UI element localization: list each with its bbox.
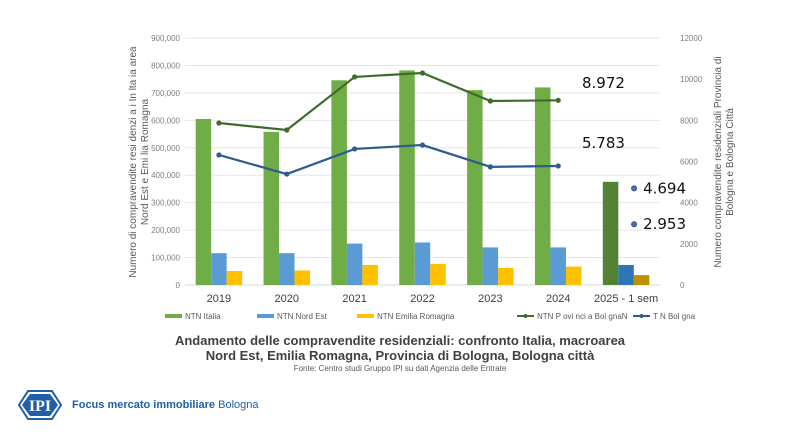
legend-label: NTN Nord Est xyxy=(277,312,328,321)
y-tick-label-left: 600,000 xyxy=(151,116,180,125)
legend-marker xyxy=(523,314,528,318)
legend-label: NTN P ovi nci a Bol gnaN xyxy=(537,312,628,321)
bar-ntn-italia xyxy=(467,90,483,286)
legend-label: T N Bol gna xyxy=(653,312,696,321)
line-series-0 xyxy=(218,71,559,132)
x-tick-label: 2019 xyxy=(207,293,231,305)
chart-source: Fonte: Centro studi Gruppo IPI su dati A… xyxy=(293,364,507,373)
x-tick-label: 2021 xyxy=(342,293,366,305)
line-point-0 xyxy=(487,98,493,104)
point-label-2025: 2.953 xyxy=(643,215,686,233)
y-axis-left-title-line1: Numero di compravendite resi denzi a i I… xyxy=(128,46,139,278)
annotation-label: 8.972 xyxy=(582,74,625,92)
y-axis-right: 0 2000 4000 6000 8000 10000 12000 xyxy=(680,34,703,290)
chart-title-line1: Andamento delle compravendite residenzia… xyxy=(174,333,626,348)
bar-ntn-nord-est xyxy=(618,264,634,285)
legend-swatch xyxy=(257,314,274,318)
y-axis-left-title-line2: Nord Est e Emi lia Romagna xyxy=(140,98,151,225)
bar-ntn-emilia-romagna xyxy=(362,264,378,285)
footer: IPI Focus mercato immobiliare Bologna xyxy=(18,390,258,420)
bar-ntn-emilia-romagna xyxy=(226,271,243,285)
bar-ntn-emilia-romagna xyxy=(430,263,446,285)
bar-ntn-nord-est xyxy=(550,247,566,285)
legend-label: NTN Emilia Romagna xyxy=(377,312,455,321)
line-point-1 xyxy=(216,152,222,158)
svg-text:IPI: IPI xyxy=(29,398,51,415)
bar-ntn-nord-est xyxy=(346,243,363,285)
legend-label: NTN Italia xyxy=(185,312,221,321)
line-point-0 xyxy=(216,120,222,126)
line-point-1 xyxy=(419,142,426,148)
y-tick-label-left: 200,000 xyxy=(151,226,180,235)
y-tick-label-left: 300,000 xyxy=(151,199,180,208)
bar-ntn-emilia-romagna xyxy=(565,266,582,285)
bar-ntn-nord-est xyxy=(482,247,499,285)
line-point-1 xyxy=(284,171,290,177)
y-tick-label-right: 0 xyxy=(680,281,685,290)
line-point-1 xyxy=(352,146,358,152)
bar-ntn-italia xyxy=(534,87,551,286)
bar-ntn-italia xyxy=(399,70,415,285)
y-tick-label-right: 4000 xyxy=(680,199,698,208)
x-tick-label: 2025 - 1 sem xyxy=(594,293,658,305)
y-tick-label-right: 12000 xyxy=(680,34,703,43)
footer-brand: Focus mercato immobiliare Bologna xyxy=(72,399,258,411)
y-axis-right-title-line1: Numero compravendite residenziali Provin… xyxy=(713,56,724,267)
x-tick-label: 2023 xyxy=(478,293,502,305)
x-tick-label: 2020 xyxy=(275,293,299,305)
bar-ntn-emilia-romagna xyxy=(294,270,311,285)
bar-ntn-emilia-romagna xyxy=(633,275,650,285)
y-tick-label-left: 400,000 xyxy=(151,171,180,180)
bar-ntn-italia xyxy=(263,131,280,285)
y-axis-right-title-line2: Bologna e Bologna Città xyxy=(725,108,736,216)
annotations: 4.694 2.953 8.972 5.783 xyxy=(582,74,686,233)
bar-ntn-italia xyxy=(331,80,347,286)
y-tick-label-right: 8000 xyxy=(680,116,698,125)
y-tick-label-right: 6000 xyxy=(680,158,698,167)
bar-ntn-nord-est xyxy=(279,253,295,285)
line-point-1 xyxy=(487,164,493,170)
x-tick-label: 2024 xyxy=(546,293,570,305)
bar-ntn-italia xyxy=(602,181,619,285)
y-axis-left: 0 100,000 200,000 300,000 400,000 500,000 600,… xyxy=(151,34,180,290)
legend-swatch xyxy=(357,314,374,318)
point-marker-2025 xyxy=(631,185,638,192)
y-tick-label-right: 2000 xyxy=(680,240,698,249)
line-point-0 xyxy=(352,74,358,80)
legend-marker xyxy=(639,314,644,318)
chart-title-line2: Nord Est, Emilia Romagna, Provincia di B… xyxy=(205,348,595,363)
point-marker-2025 xyxy=(631,221,638,228)
x-tick-label: 2022 xyxy=(410,293,434,305)
bars xyxy=(195,70,650,286)
line-point-0 xyxy=(555,97,561,103)
line-point-1 xyxy=(555,163,561,169)
point-label-2025: 4.694 xyxy=(643,179,686,197)
y-tick-label-left: 900,000 xyxy=(151,34,180,43)
annotation-label: 5.783 xyxy=(582,134,625,152)
bar-ntn-emilia-romagna xyxy=(498,267,514,285)
y-tick-label-left: 800,000 xyxy=(151,61,180,70)
y-tick-label-left: 700,000 xyxy=(151,89,180,98)
y-tick-label-right: 10000 xyxy=(680,75,703,84)
legend: NTN Italia NTN Nord Est NTN Emilia Romagna… xyxy=(165,312,696,321)
y-tick-label-left: 100,000 xyxy=(151,254,180,263)
bar-ntn-italia xyxy=(195,118,212,285)
y-tick-label-left: 0 xyxy=(176,281,181,290)
footer-brand-title: Focus mercato immobiliare xyxy=(72,399,216,411)
legend-swatch xyxy=(165,314,182,318)
lines xyxy=(216,70,561,177)
line-point-0 xyxy=(419,70,426,76)
y-tick-label-left: 500,000 xyxy=(151,144,180,153)
footer-brand-city: Bologna xyxy=(218,399,259,411)
x-axis: 2019 2020 2021 2022 2023 2024 2025 - 1 sem xyxy=(207,293,658,305)
bar-ntn-nord-est xyxy=(211,253,227,285)
line-series-1 xyxy=(218,143,559,176)
bar-ntn-nord-est xyxy=(414,242,431,285)
ipi-logo-icon: IPI xyxy=(18,390,62,420)
line-point-0 xyxy=(284,127,290,133)
